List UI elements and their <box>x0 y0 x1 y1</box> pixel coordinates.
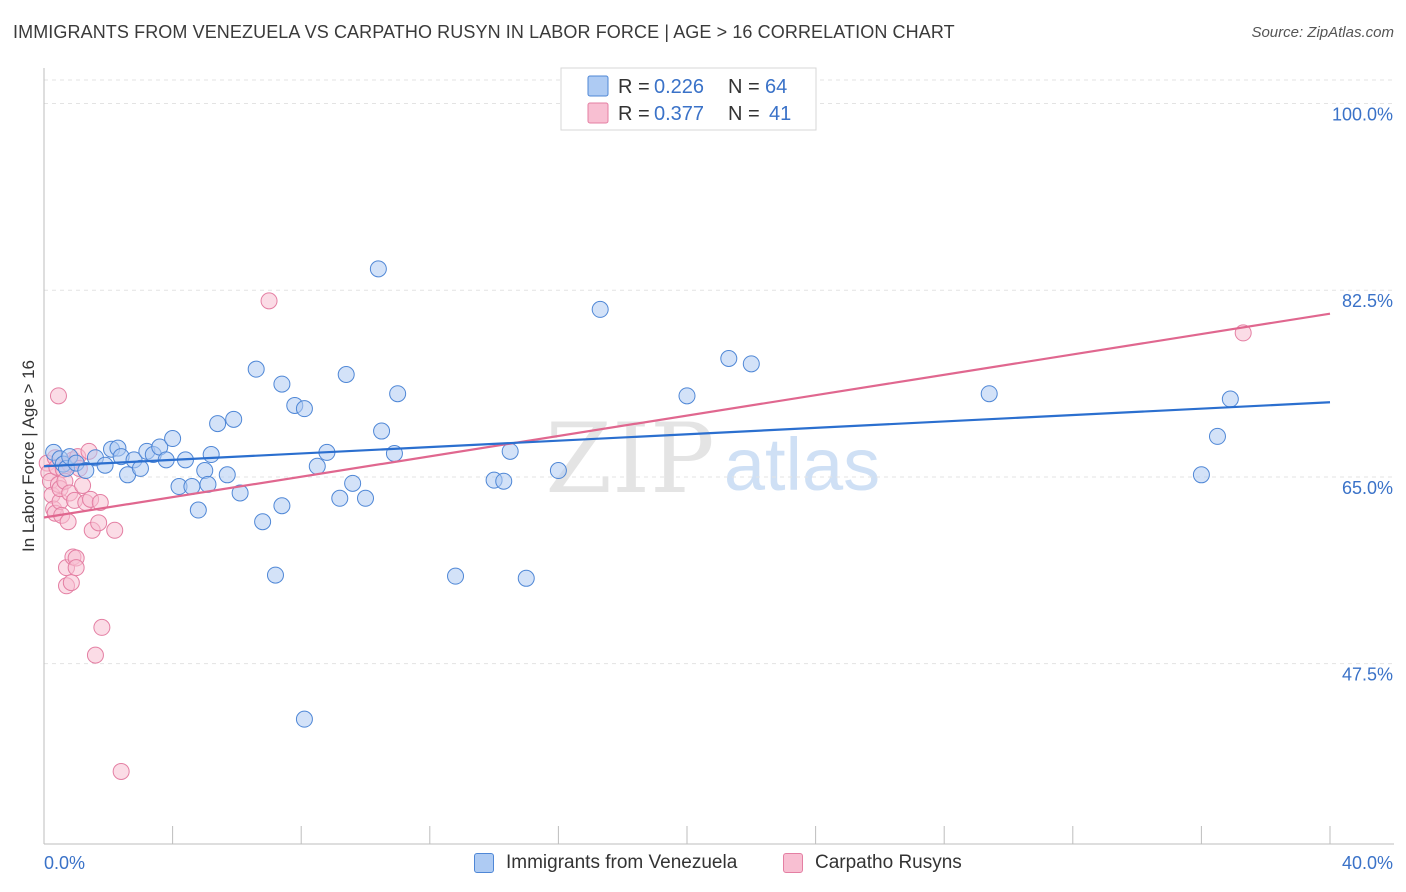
legend-r-label-2: R = <box>618 103 650 125</box>
grid-lines <box>44 79 1394 665</box>
legend-r-value-1: 0.226 <box>654 76 704 98</box>
source-credit: Source: ZipAtlas.com <box>1251 24 1394 41</box>
data-point-venezuela <box>549 462 567 480</box>
data-point-venezuela <box>295 710 313 728</box>
watermark-zip: ZIP <box>545 403 714 515</box>
data-point-rusyn <box>90 514 108 532</box>
legend-swatch-rusyn <box>587 102 609 124</box>
data-point-venezuela <box>447 567 465 585</box>
data-point-rusyn <box>91 494 109 512</box>
data-point-venezuela <box>1221 390 1239 408</box>
data-point-rusyn <box>93 618 111 636</box>
legend-label-venezuela: Immigrants from Venezuela <box>506 852 738 873</box>
data-point-venezuela <box>202 446 220 464</box>
data-point-rusyn <box>49 387 67 405</box>
data-point-venezuela <box>517 569 535 587</box>
data-point-venezuela <box>273 497 291 515</box>
data-point-venezuela <box>980 385 998 403</box>
stats-legend: R = 0.226 N = 64 R = 0.377 N = 41 <box>560 67 817 131</box>
data-point-rusyn <box>74 476 92 494</box>
data-point-rusyn <box>112 762 130 780</box>
data-point-venezuela <box>495 472 513 490</box>
data-point-venezuela <box>389 385 407 403</box>
data-point-rusyn <box>86 646 104 664</box>
data-point-venezuela <box>501 442 519 460</box>
data-point-venezuela <box>331 489 349 507</box>
chart-title: IMMIGRANTS FROM VENEZUELA VS CARPATHO RU… <box>13 22 955 42</box>
data-point-rusyn <box>59 513 77 531</box>
data-point-venezuela <box>742 355 760 373</box>
data-point-venezuela <box>266 566 284 584</box>
y-tick-label: 47.5% <box>1342 665 1393 685</box>
data-point-venezuela <box>591 300 609 318</box>
data-point-venezuela <box>225 410 243 428</box>
watermark-atlas: atlas <box>724 423 880 506</box>
x-tick-labels: 0.0% 40.0% <box>44 853 1393 873</box>
data-point-venezuela <box>373 422 391 440</box>
y-axis-title: In Labor Force | Age > 16 <box>19 360 38 552</box>
data-point-venezuela <box>164 430 182 448</box>
legend-n-label-1: N = <box>728 76 760 98</box>
x-tick-label: 40.0% <box>1342 853 1393 873</box>
data-point-rusyn <box>67 559 85 577</box>
data-point-venezuela <box>96 456 114 474</box>
y-tick-label: 100.0% <box>1332 104 1393 124</box>
data-point-rusyn <box>106 521 124 539</box>
legend-n-label-2: N = <box>728 103 760 125</box>
data-point-venezuela <box>77 462 95 480</box>
data-point-rusyn <box>62 574 80 592</box>
trend-line-venezuela <box>43 401 1331 468</box>
data-point-venezuela <box>678 387 696 405</box>
legend-swatch-venezuela-bottom <box>474 853 494 873</box>
data-point-venezuela <box>344 474 362 492</box>
legend-swatch-venezuela <box>587 75 609 97</box>
y-tick-labels: 47.5% 65.0% 82.5% 100.0% <box>1332 104 1393 684</box>
data-point-venezuela <box>337 366 355 384</box>
series-legend: Immigrants from Venezuela Carpatho Rusyn… <box>0 850 1406 880</box>
legend-label-rusyn: Carpatho Rusyns <box>815 852 962 873</box>
legend-item-venezuela: Immigrants from Venezuela <box>474 852 737 874</box>
data-point-venezuela <box>218 466 236 484</box>
data-point-venezuela <box>720 349 738 367</box>
data-point-venezuela <box>357 489 374 507</box>
legend-r-value-2: 0.377 <box>654 103 704 125</box>
axes <box>43 68 1394 845</box>
legend-item-rusyn: Carpatho Rusyns <box>783 852 962 874</box>
data-point-venezuela <box>209 415 227 433</box>
data-point-venezuela <box>189 501 207 519</box>
data-point-rusyn <box>260 292 278 310</box>
data-point-venezuela <box>295 400 313 418</box>
legend-r-label-1: R = <box>618 76 650 98</box>
data-point-venezuela <box>1208 427 1226 445</box>
y-tick-label: 65.0% <box>1342 478 1393 498</box>
data-point-venezuela <box>273 375 291 393</box>
data-point-venezuela <box>231 484 249 502</box>
legend-n-value-2: 41 <box>769 103 791 125</box>
series-carpatho-rusyns <box>38 292 1252 780</box>
y-tick-label: 82.5% <box>1342 291 1393 311</box>
trend-line-rusyn <box>43 312 1331 519</box>
data-point-venezuela <box>247 360 265 378</box>
data-point-venezuela <box>308 457 326 475</box>
legend-swatch-rusyn-bottom <box>783 853 803 873</box>
data-point-venezuela <box>1192 466 1210 484</box>
x-tick-label: 0.0% <box>44 853 85 873</box>
data-point-venezuela <box>369 260 387 278</box>
data-point-venezuela <box>254 513 272 531</box>
legend-n-value-1: 64 <box>765 76 787 98</box>
data-point-venezuela <box>196 462 214 480</box>
trend-lines <box>43 312 1331 519</box>
